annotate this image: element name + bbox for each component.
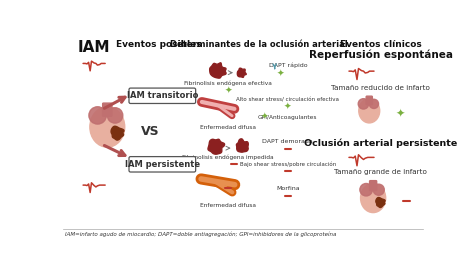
Text: IAM persistente: IAM persistente (125, 160, 200, 169)
FancyBboxPatch shape (103, 103, 112, 116)
Polygon shape (237, 139, 248, 152)
Text: DAPT demorada: DAPT demorada (263, 140, 313, 144)
Text: ✦: ✦ (276, 70, 284, 79)
Text: Fibrinolisis endógena efectiva: Fibrinolisis endógena efectiva (184, 81, 272, 86)
FancyBboxPatch shape (366, 96, 373, 105)
Ellipse shape (107, 108, 123, 123)
Ellipse shape (361, 184, 386, 213)
Text: Oclusión arterial persistente: Oclusión arterial persistente (304, 139, 457, 149)
Text: Eventos posibles: Eventos posibles (116, 40, 201, 49)
Text: Enfermedad difusa: Enfermedad difusa (200, 125, 256, 130)
Polygon shape (376, 197, 385, 208)
Ellipse shape (369, 99, 379, 109)
Text: ✦: ✦ (225, 87, 232, 96)
Text: IAM: IAM (78, 40, 110, 55)
FancyBboxPatch shape (129, 157, 196, 172)
Text: DAPT rápido: DAPT rápido (269, 62, 307, 68)
Text: Tamaño grande de infarto: Tamaño grande de infarto (335, 169, 428, 175)
Text: IAM transitorio: IAM transitorio (127, 91, 198, 100)
Text: Enfermedad difusa: Enfermedad difusa (200, 203, 256, 208)
Ellipse shape (360, 184, 373, 196)
Text: Morfina: Morfina (276, 186, 300, 191)
Text: Alto shear stress/ circulación efectiva: Alto shear stress/ circulación efectiva (237, 98, 339, 103)
Polygon shape (237, 68, 246, 77)
Polygon shape (210, 63, 226, 78)
Text: ✦: ✦ (396, 109, 405, 119)
Text: IAM=infarto agudo de miocardio; DAPT=doble antiagregación; GPI=inhibidores de la: IAM=infarto agudo de miocardio; DAPT=dob… (65, 232, 337, 237)
Text: Bajo shear stress/pobre circulación: Bajo shear stress/pobre circulación (240, 162, 336, 167)
Ellipse shape (373, 184, 384, 195)
FancyBboxPatch shape (129, 88, 196, 103)
Text: Tamaño reducido de infarto: Tamaño reducido de infarto (331, 85, 430, 91)
Text: VS: VS (141, 125, 160, 138)
Text: Reperfusión espontánea: Reperfusión espontánea (309, 50, 453, 60)
Text: ✦: ✦ (261, 113, 268, 122)
FancyBboxPatch shape (370, 181, 377, 190)
Text: Eventos clínicos: Eventos clínicos (340, 40, 422, 49)
Text: Fibrinolisis endógena impedida: Fibrinolisis endógena impedida (182, 154, 274, 160)
Ellipse shape (89, 107, 106, 124)
Ellipse shape (359, 99, 380, 123)
Text: ✦: ✦ (284, 103, 292, 112)
Text: Determinantes de la oclusión arterial: Determinantes de la oclusión arterial (170, 40, 348, 49)
Ellipse shape (90, 107, 125, 147)
Polygon shape (111, 126, 124, 140)
Text: GPI/Anticoagulantes: GPI/Anticoagulantes (258, 115, 318, 120)
Ellipse shape (358, 99, 369, 109)
Polygon shape (208, 139, 225, 154)
